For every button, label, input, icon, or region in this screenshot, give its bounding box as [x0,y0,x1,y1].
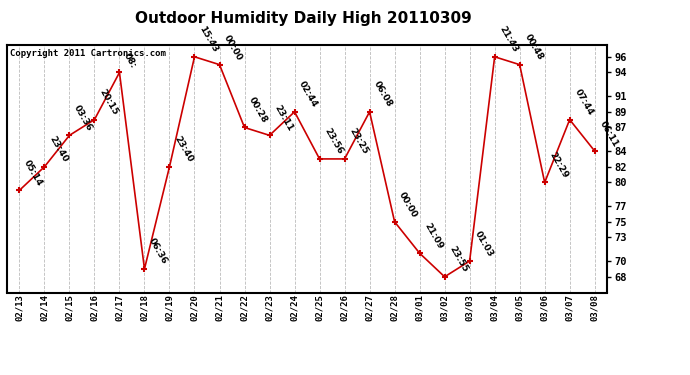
Text: 21:09: 21:09 [422,221,444,251]
Text: 23:55: 23:55 [447,245,469,274]
Text: Copyright 2011 Cartronics.com: Copyright 2011 Cartronics.com [10,49,166,58]
Text: 23:25: 23:25 [347,127,369,156]
Text: 23:40: 23:40 [47,135,69,164]
Text: 06:36: 06:36 [147,237,169,266]
Text: 23:40: 23:40 [172,135,195,164]
Text: 00:48: 00:48 [522,33,544,62]
Text: 05:14: 05:14 [22,158,44,188]
Text: 23:11: 23:11 [273,103,295,133]
Text: 21:43: 21:43 [497,25,520,54]
Text: 22:29: 22:29 [547,150,570,180]
Text: 23:56: 23:56 [322,127,344,156]
Text: 08:: 08: [122,51,138,70]
Text: Outdoor Humidity Daily High 20110309: Outdoor Humidity Daily High 20110309 [135,11,472,26]
Text: 07:44: 07:44 [573,87,595,117]
Text: 20:15: 20:15 [97,88,119,117]
Text: 15:43: 15:43 [197,25,219,54]
Text: 02:44: 02:44 [297,80,319,109]
Text: 00:00: 00:00 [222,33,244,62]
Text: 06:08: 06:08 [373,80,395,109]
Text: 01:03: 01:03 [473,229,495,258]
Text: 00:28: 00:28 [247,96,269,125]
Text: 00:00: 00:00 [397,190,420,219]
Text: 03:36: 03:36 [72,104,95,133]
Text: 06:11: 06:11 [598,119,620,148]
